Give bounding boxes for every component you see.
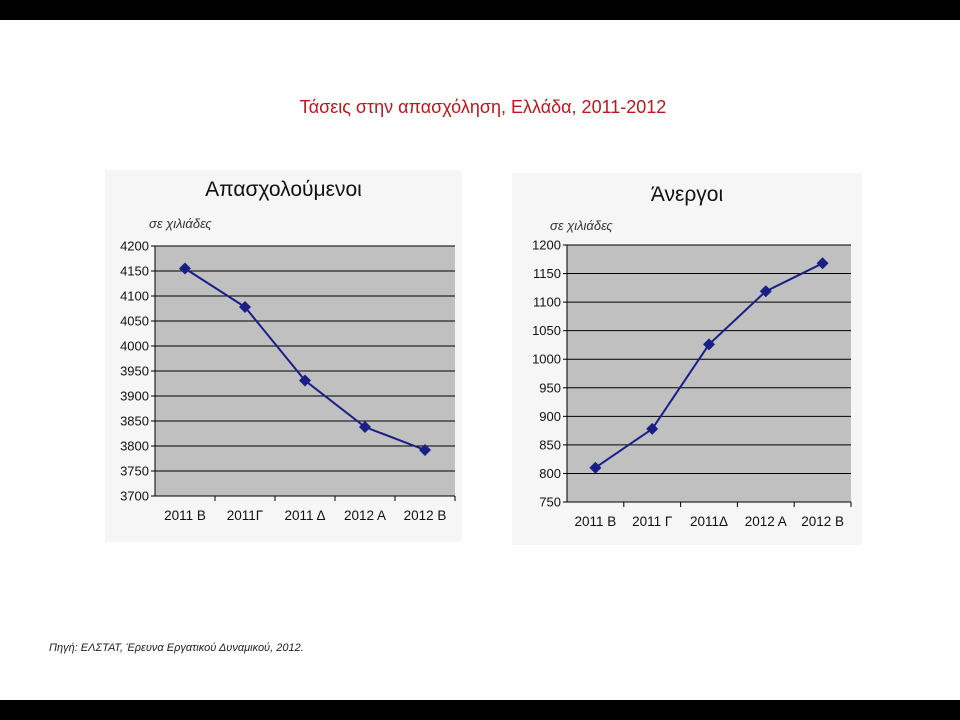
y-tick-label: 850: [539, 437, 561, 452]
x-tick-label: 2011 Β: [164, 508, 206, 523]
x-tick-label: 2012 Β: [404, 508, 447, 523]
data-point-marker: [179, 262, 191, 275]
y-tick-label: 1000: [532, 352, 561, 367]
source-note: Πηγή: ΕΛΣΤΑΤ, Έρευνα Εργατικού Δυναμικού…: [49, 642, 304, 654]
top-black-bar: [0, 0, 960, 20]
chart-panel-unemployed: Άνεργοι σε χιλιάδες 750 800 850 900 950 1000 1…: [512, 173, 862, 545]
x-tick-label: 2012 Α: [745, 514, 787, 529]
x-tick-label: 2011Δ: [690, 514, 728, 529]
y-tick-label: 4200: [120, 239, 149, 254]
x-tick-label: 2011 Γ: [632, 514, 673, 529]
plot-area: [567, 245, 851, 502]
y-tick-label: 4050: [120, 314, 149, 329]
line-chart-unemployed: 750 800 850 900 950 1000 1050 1100 1150 1200 2011 …: [532, 238, 852, 529]
y-tick-label: 3700: [120, 489, 149, 504]
y-tick-label: 4000: [120, 339, 149, 354]
y-tick-label: 750: [539, 495, 561, 510]
y-tick-label: 3800: [120, 439, 149, 454]
data-point-marker: [816, 257, 829, 270]
data-point-marker: [299, 374, 311, 387]
y-tick-label: 1200: [532, 238, 561, 253]
bottom-black-bar: [0, 700, 960, 720]
data-point-marker: [239, 301, 251, 313]
y-tick-label: 800: [539, 466, 561, 481]
y-tick-label: 3900: [120, 389, 149, 404]
y-tick-label: 4100: [120, 289, 149, 304]
chart-title-unemployed: Άνεργοι: [650, 183, 724, 206]
y-tick-label: 3850: [120, 414, 149, 429]
y-tick-label: 1150: [533, 266, 561, 281]
chart-title-employed: Απασχολούμενοι: [205, 178, 362, 201]
y-tick-label: 3950: [120, 364, 149, 379]
x-tick-label: 2011Γ: [227, 508, 264, 523]
data-point-marker: [419, 444, 431, 456]
x-tick-label: 2012 Β: [801, 514, 844, 529]
unit-label-unemployed: σε χιλιάδες: [550, 218, 613, 233]
y-tick-label: 4150: [120, 264, 149, 279]
data-point-marker: [359, 421, 371, 433]
x-tick-label: 2011 Δ: [284, 508, 325, 523]
data-point-marker: [703, 338, 715, 351]
y-tick-label: 1100: [533, 295, 561, 310]
x-tick-label: 2011 Β: [575, 514, 617, 529]
unit-label-employed: σε χιλιάδες: [149, 216, 212, 231]
y-tick-label: 950: [539, 380, 561, 395]
data-point-marker: [646, 422, 659, 435]
slide-title: Τάσεις στην απασχόληση, Ελλάδα, 2011-201…: [299, 97, 667, 117]
line-chart-employed: 3700 3750 3800 3850 3900 3950 4000 4050 4100 4150…: [120, 239, 456, 523]
y-tick-label: 900: [539, 409, 561, 424]
y-tick-label: 1050: [532, 323, 561, 338]
data-point-marker: [759, 285, 772, 298]
y-tick-label: 3750: [120, 464, 149, 479]
chart-panel-employed: Απασχολούμενοι σε χιλιάδες 3700 3750 3800 3…: [105, 170, 462, 542]
data-point-marker: [589, 461, 602, 474]
x-tick-label: 2012 Α: [344, 508, 386, 523]
